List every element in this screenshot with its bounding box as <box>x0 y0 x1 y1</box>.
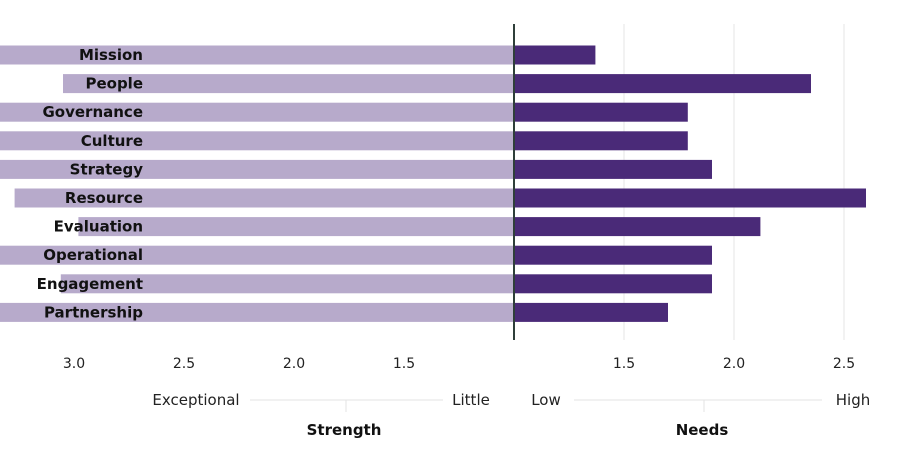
category-label-strategy: Strategy <box>70 160 144 178</box>
needs-bar-mission <box>514 45 596 65</box>
tick-labels: 4.03.53.02.52.01.51.52.02.53.03.54.0 <box>63 356 855 372</box>
category-label-partnership: Partnership <box>44 303 143 321</box>
needs-scale-low-label: Low <box>531 391 561 409</box>
needs-bar-partnership <box>514 302 668 322</box>
strength-axis-title: Strength <box>307 421 382 439</box>
strength-bar-governance <box>0 102 514 122</box>
strength-bar-culture <box>0 131 514 151</box>
strength-bar-partnership <box>0 302 515 322</box>
needs-axis-title: Needs <box>676 421 729 439</box>
category-labels: Mission People Governance Culture Strategy Re… <box>37 46 144 321</box>
strength-scale-high-label: Little <box>452 391 490 409</box>
strength-bar-mission <box>0 45 514 65</box>
category-label-evaluation: Evaluation <box>54 218 143 236</box>
strength-tick-label: 2.0 <box>283 356 305 372</box>
needs-bar-evaluation <box>514 217 761 237</box>
needs-bar-operational <box>514 245 712 265</box>
needs-bar-people <box>514 74 811 94</box>
category-label-people: People <box>85 75 143 93</box>
strength-tick-label: 3.0 <box>63 356 85 372</box>
category-label-operational: Operational <box>43 246 143 264</box>
strength-tick-label: 1.5 <box>393 356 415 372</box>
strength-bar-people <box>63 74 514 94</box>
needs-scale: Low High Needs <box>531 391 870 439</box>
strength-bar-evaluation <box>78 217 515 237</box>
strength-bar-operational <box>0 245 514 265</box>
needs-tick-label: 1.5 <box>613 356 635 372</box>
needs-bar-strategy <box>514 159 712 179</box>
category-label-mission: Mission <box>79 46 143 64</box>
needs-tick-label: 2.0 <box>723 356 745 372</box>
strength-scale: Exceptional Little Strength <box>152 391 489 439</box>
needs-bar-engagement <box>514 274 712 294</box>
category-label-governance: Governance <box>42 103 143 121</box>
needs-scale-high-label: High <box>836 391 870 409</box>
needs-bar-culture <box>514 131 688 151</box>
strength-bar-engagement <box>60 274 515 294</box>
strength-bar-resource <box>14 188 514 208</box>
needs-tick-label: 2.5 <box>833 356 855 372</box>
category-label-resource: Resource <box>65 189 143 207</box>
strength-scale-low-label: Exceptional <box>152 391 239 409</box>
bars <box>0 45 866 322</box>
needs-bar-governance <box>514 102 688 122</box>
category-label-culture: Culture <box>81 132 143 150</box>
needs-bar-resource <box>514 188 866 208</box>
strength-bar-strategy <box>0 159 515 179</box>
strength-tick-label: 2.5 <box>173 356 195 372</box>
category-label-engagement: Engagement <box>37 275 143 293</box>
